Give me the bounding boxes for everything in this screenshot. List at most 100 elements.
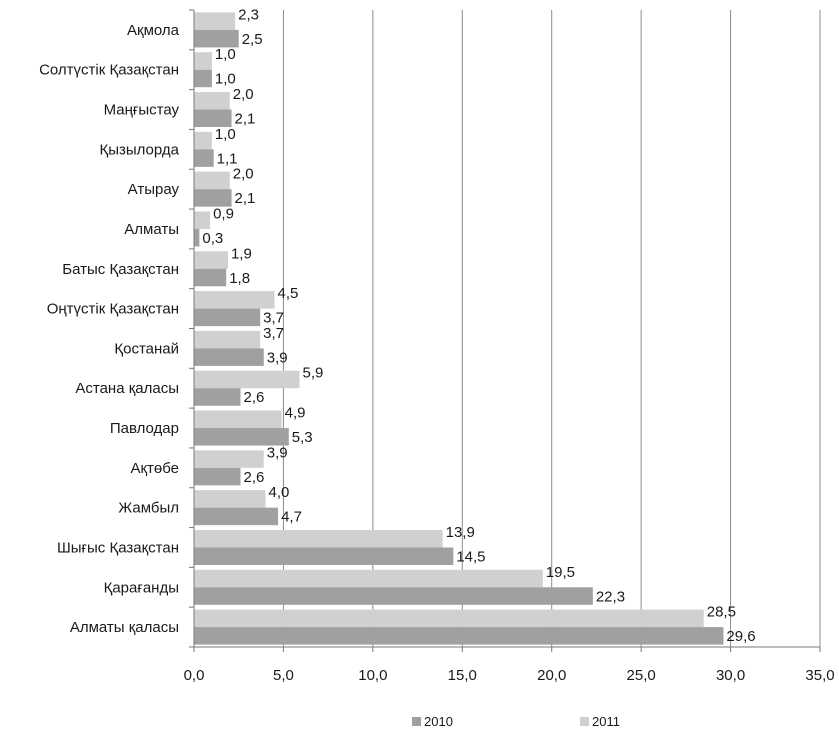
bar-2010 — [194, 428, 289, 446]
category-label: Ақмола — [127, 22, 180, 39]
bar-2010 — [194, 109, 232, 128]
bar-2011 — [194, 251, 228, 269]
category-label: Қостанай — [114, 340, 179, 357]
data-label-2010: 4,7 — [281, 509, 302, 526]
data-label-2010: 2,6 — [244, 469, 265, 486]
x-tick-label: 30,0 — [716, 667, 745, 684]
category-label: Солтүстік Қазақстан — [39, 62, 179, 79]
data-label-2010: 1,8 — [229, 270, 250, 287]
bar-2011 — [194, 171, 230, 190]
data-label-2011: 13,9 — [446, 524, 475, 541]
category-label: Жамбыл — [118, 500, 179, 517]
data-label-2010: 5,3 — [292, 429, 313, 446]
data-label-2011: 1,0 — [215, 46, 236, 63]
bar-2011 — [194, 12, 236, 30]
data-label-2010: 14,5 — [456, 548, 485, 565]
bar-2010 — [194, 228, 200, 247]
data-label-2010: 3,7 — [263, 310, 284, 327]
bar-2010 — [194, 507, 279, 526]
data-label-2011: 4,5 — [277, 285, 298, 302]
x-tick-labels: 0,0 5,0 10,0 15,0 20,0 25,0 30,0 35,0 — [184, 667, 835, 684]
bar-2010 — [194, 627, 724, 645]
bar-2010 — [194, 547, 454, 565]
data-label-2010: 3,9 — [267, 349, 288, 366]
bars — [194, 12, 724, 645]
bar-2010 — [194, 308, 261, 327]
data-label-2010: 1,0 — [215, 71, 236, 88]
bar-2010 — [194, 388, 241, 406]
x-tick-label: 5,0 — [273, 667, 294, 684]
category-label: Астана қаласы — [75, 380, 179, 397]
legend-swatch-2011 — [580, 717, 589, 726]
x-tick-label: 25,0 — [627, 667, 656, 684]
data-label-2010: 2,5 — [242, 31, 263, 48]
legend-swatch-2010 — [412, 717, 421, 726]
data-label-2011: 1,9 — [231, 245, 252, 262]
category-labels: Ақмола Солтүстік Қазақстан Маңғыстау Қызыло… — [39, 22, 180, 636]
bar-2011 — [194, 291, 275, 309]
data-label-2011: 2,3 — [238, 6, 259, 23]
bar-2010 — [194, 587, 593, 605]
bar-2011 — [194, 330, 261, 349]
data-labels: 2,32,51,01,02,02,11,01,12,02,10,90,31,91… — [202, 6, 755, 645]
bar-2011 — [194, 450, 264, 468]
gridlines — [282, 10, 821, 647]
category-label: Ақтөбе — [130, 460, 179, 477]
data-label-2011: 2,0 — [233, 86, 254, 103]
category-label: Оңтүстік Қазақстан — [47, 301, 179, 318]
bar-2011 — [194, 92, 230, 110]
data-label-2011: 19,5 — [546, 564, 575, 581]
legend: 2010 2011 — [412, 714, 620, 729]
bar-2010 — [194, 268, 227, 287]
x-tick-label: 0,0 — [184, 667, 205, 684]
category-label: Қызылорда — [99, 141, 179, 158]
bar-2010 — [194, 29, 239, 48]
bar-2011 — [194, 609, 704, 628]
bar-2011 — [194, 529, 443, 548]
data-label-2010: 1,1 — [217, 150, 238, 167]
data-label-2010: 0,3 — [202, 230, 223, 247]
bar-2011 — [194, 131, 212, 150]
data-label-2010: 2,1 — [235, 190, 256, 207]
data-label-2011: 5,9 — [303, 365, 324, 382]
legend-label-2011: 2011 — [592, 714, 620, 729]
x-tick-label: 10,0 — [358, 667, 387, 684]
data-label-2011: 0,9 — [213, 205, 234, 222]
bar-2011 — [194, 52, 212, 70]
bar-2010 — [194, 467, 241, 486]
data-label-2011: 4,9 — [285, 405, 306, 422]
x-tick-label: 35,0 — [805, 667, 834, 684]
x-tick-label: 15,0 — [448, 667, 477, 684]
category-label: Шығыс Қазақстан — [57, 539, 179, 556]
category-label: Алматы қаласы — [70, 619, 179, 636]
bar-2010 — [194, 189, 232, 207]
category-label: Алматы — [124, 221, 179, 238]
data-label-2011: 28,5 — [707, 604, 736, 621]
category-label: Батыс Қазақстан — [62, 261, 179, 278]
bar-2010 — [194, 149, 214, 167]
x-tick-label: 20,0 — [537, 667, 566, 684]
axes — [189, 9, 821, 652]
data-label-2011: 2,0 — [233, 166, 254, 183]
data-label-2010: 2,6 — [244, 389, 265, 406]
bar-2011 — [194, 211, 211, 229]
data-label-2010: 2,1 — [235, 111, 256, 128]
category-label: Қарағанды — [104, 579, 179, 596]
bar-2011 — [194, 490, 266, 508]
data-label-2010: 29,6 — [726, 628, 755, 645]
data-label-2010: 22,3 — [596, 588, 625, 605]
bar-2010 — [194, 69, 212, 88]
data-label-2011: 4,0 — [269, 484, 290, 501]
data-label-2011: 3,9 — [267, 444, 288, 461]
bar-2010 — [194, 348, 264, 366]
legend-label-2010: 2010 — [424, 714, 453, 729]
category-label: Павлодар — [110, 420, 179, 437]
data-label-2011: 1,0 — [215, 126, 236, 143]
category-label: Атырау — [128, 181, 180, 198]
bar-2011 — [194, 569, 543, 588]
data-label-2011: 3,7 — [263, 325, 284, 342]
bar-2011 — [194, 410, 282, 429]
category-label: Маңғыстау — [104, 102, 180, 119]
bar-2011 — [194, 370, 300, 389]
